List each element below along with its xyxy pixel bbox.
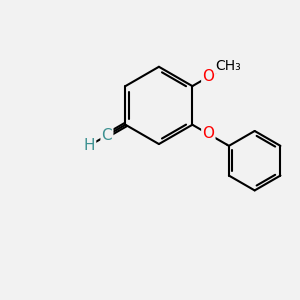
Text: H: H (84, 138, 95, 153)
Text: O: O (202, 69, 214, 84)
Text: O: O (202, 127, 214, 142)
Text: C: C (102, 128, 112, 143)
Text: CH₃: CH₃ (215, 59, 241, 73)
